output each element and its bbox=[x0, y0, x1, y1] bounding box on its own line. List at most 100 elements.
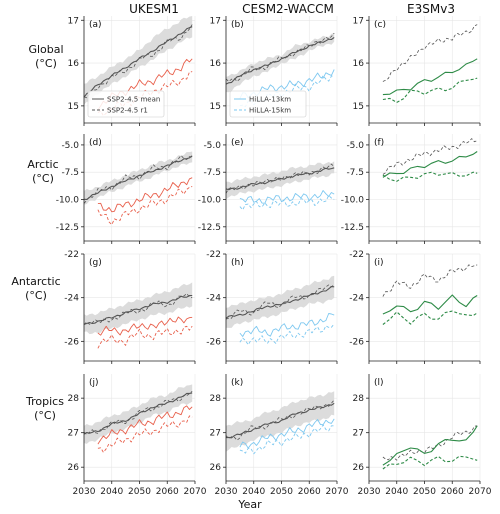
x-tick-label: 2050 bbox=[413, 487, 436, 497]
panel-label: (i) bbox=[374, 258, 384, 268]
series-line-s1 bbox=[382, 294, 478, 315]
row-label-arctic: Arctic bbox=[27, 158, 58, 171]
panel-c: 15 16 17 (c) bbox=[353, 16, 481, 126]
series-line-ssp2-4-5-r1 bbox=[225, 32, 335, 82]
x-tick-label: 2040 bbox=[385, 487, 408, 497]
series-line-ssp2-4-5-mean bbox=[225, 402, 335, 439]
series-line-s2 bbox=[382, 310, 478, 325]
row-labels: Global (°C) Arctic (°C) Antarctic (°C) T… bbox=[11, 43, 64, 422]
series-line-s0 bbox=[382, 138, 478, 175]
series-line-s2 bbox=[97, 316, 193, 336]
y-tick-label: 17 bbox=[353, 16, 364, 26]
series-line-hilla-13km bbox=[239, 313, 335, 337]
y-tick-label: -12.5 bbox=[198, 223, 221, 233]
series-line-s0 bbox=[382, 264, 478, 297]
y-tick-label: -24 bbox=[64, 294, 79, 304]
y-tick-label: -26 bbox=[64, 337, 79, 347]
y-tick-label: -10.0 bbox=[198, 196, 222, 206]
panel-label: (f) bbox=[374, 138, 384, 148]
panel-h: -22 -24 -26 (h) bbox=[206, 250, 338, 364]
column-title-e3smv3: E3SMv3 bbox=[407, 2, 455, 16]
legend-box bbox=[229, 90, 307, 118]
y-tick-label: -5.0 bbox=[203, 141, 221, 151]
x-tick-label: 2070 bbox=[184, 487, 207, 497]
panel-g: -22 -24 -26 (g) bbox=[64, 250, 196, 364]
row-label-tropics: Tropics bbox=[25, 395, 64, 408]
y-tick-label: -7.5 bbox=[346, 168, 364, 178]
y-tick-label: 28 bbox=[210, 394, 222, 404]
x-axis-label: Year bbox=[237, 498, 262, 511]
y-tick-label: 28 bbox=[68, 394, 80, 404]
series-line-ssp2-4-5-mean bbox=[225, 286, 335, 319]
spread-band bbox=[84, 282, 193, 335]
series-line-ssp2-4-5-r1 bbox=[83, 390, 193, 435]
y-tick-label: -22 bbox=[64, 250, 79, 260]
series-line-s1 bbox=[382, 151, 478, 178]
panel-label: (j) bbox=[89, 378, 99, 388]
y-tick-label: -24 bbox=[349, 294, 364, 304]
series-line-hilla-15km bbox=[239, 195, 335, 211]
row-label-global: Global bbox=[28, 43, 63, 56]
row-label-tropics-unit: (°C) bbox=[34, 409, 56, 422]
series-line-ssp2-4-5-mean bbox=[83, 392, 193, 435]
row-label-global-unit: (°C) bbox=[35, 57, 57, 70]
panel-label: (d) bbox=[89, 138, 102, 148]
series-line-ssp2-4-5-r1 bbox=[225, 284, 335, 320]
series-line-s0 bbox=[382, 425, 478, 461]
y-tick-label: 28 bbox=[353, 394, 365, 404]
y-tick-label: 17 bbox=[210, 16, 221, 26]
series-line-hilla-15km bbox=[239, 323, 335, 346]
series-line-s2 bbox=[382, 171, 478, 182]
panel-label: (e) bbox=[231, 138, 244, 148]
column-title-ukesm1: UKESM1 bbox=[129, 2, 179, 16]
x-tick-label: 2040 bbox=[242, 487, 265, 497]
panel-e: -5.0 -7.5 -10.0 -12.5 (e) bbox=[198, 134, 338, 244]
panel-l: 26 27 28 2030 2040 2050 2060 2070 (l) bbox=[353, 374, 492, 497]
y-tick-label: 16 bbox=[210, 59, 222, 69]
series-line-ssp2-4-5-r1 bbox=[83, 293, 193, 325]
panels: 15 16 17 (a) SSP2-4.5 mean SSP2-4.5 r1 15 16 17 (… bbox=[56, 16, 492, 497]
spread-band bbox=[226, 275, 335, 328]
panel-d: -5.0 -7.5 -10.0 -12.5 (d) bbox=[56, 134, 196, 244]
y-tick-label: 26 bbox=[210, 463, 222, 473]
y-tick-label: 26 bbox=[353, 463, 365, 473]
panel-a: 15 16 17 (a) SSP2-4.5 mean SSP2-4.5 r1 bbox=[68, 16, 196, 126]
series-line-s3 bbox=[97, 71, 193, 117]
series-line-ssp2-4-5-mean bbox=[83, 26, 193, 98]
panel-j: 26 27 28 2030 2040 2050 2060 2070 (j) bbox=[68, 374, 207, 497]
x-tick-label: 2060 bbox=[298, 487, 321, 497]
panel-b: 15 16 17 (b) HiLLA-13km HiLLA-15km bbox=[210, 16, 338, 126]
column-titles: UKESM1 CESM2-WACCM E3SMv3 bbox=[129, 2, 455, 16]
y-tick-label: 15 bbox=[68, 102, 79, 112]
row-label-antarctic: Antarctic bbox=[11, 275, 60, 288]
y-tick-label: 15 bbox=[210, 102, 221, 112]
legend-label: SSP2-4.5 r1 bbox=[107, 107, 148, 115]
panel-label: (g) bbox=[89, 258, 102, 268]
column-title-cesm2-waccm: CESM2-WACCM bbox=[242, 2, 334, 16]
series-line-ssp2-4-5-mean bbox=[83, 294, 193, 325]
series-line-ssp2-4-5-r1 bbox=[225, 163, 335, 194]
y-tick-label: -22 bbox=[206, 250, 221, 260]
x-tick-label: 2030 bbox=[358, 487, 381, 497]
panel-label: (k) bbox=[231, 378, 243, 388]
row-label-arctic-unit: (°C) bbox=[32, 172, 54, 185]
series-line-s1 bbox=[382, 58, 478, 96]
series-line-hilla-13km bbox=[239, 418, 335, 449]
panel-label: (b) bbox=[231, 20, 244, 30]
x-tick-label: 2040 bbox=[100, 487, 123, 497]
y-tick-label: -5.0 bbox=[61, 141, 79, 151]
x-tick-label: 2050 bbox=[128, 487, 151, 497]
y-tick-label: -7.5 bbox=[203, 168, 221, 178]
panel-label: (a) bbox=[89, 20, 102, 30]
x-tick-label: 2070 bbox=[469, 487, 492, 497]
y-tick-label: 15 bbox=[353, 102, 364, 112]
series-line-s3 bbox=[97, 415, 193, 453]
x-tick-label: 2050 bbox=[270, 487, 293, 497]
legend-label: HiLLA-15km bbox=[249, 107, 291, 115]
series-line-ssp2-4-5-mean bbox=[225, 36, 335, 85]
y-tick-label: -22 bbox=[349, 250, 364, 260]
legend-label: HiLLA-13km bbox=[249, 96, 291, 104]
panel-label: (l) bbox=[374, 378, 384, 388]
y-tick-label: -10.0 bbox=[341, 196, 365, 206]
